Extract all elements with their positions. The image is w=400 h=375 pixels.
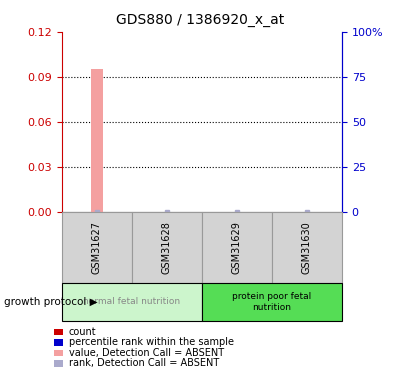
Text: growth protocol ▶: growth protocol ▶ — [4, 297, 98, 307]
Text: normal fetal nutrition: normal fetal nutrition — [84, 297, 180, 306]
Text: GSM31627: GSM31627 — [92, 221, 102, 274]
Text: GSM31630: GSM31630 — [302, 221, 312, 274]
Text: GSM31628: GSM31628 — [162, 221, 172, 274]
Text: protein poor fetal
nutrition: protein poor fetal nutrition — [232, 292, 312, 312]
Text: GDS880 / 1386920_x_at: GDS880 / 1386920_x_at — [116, 13, 284, 27]
Text: rank, Detection Call = ABSENT: rank, Detection Call = ABSENT — [69, 358, 219, 368]
Bar — [91, 69, 103, 212]
Text: GSM31629: GSM31629 — [232, 221, 242, 274]
Text: value, Detection Call = ABSENT: value, Detection Call = ABSENT — [69, 348, 224, 358]
Text: count: count — [69, 327, 96, 337]
Text: percentile rank within the sample: percentile rank within the sample — [69, 338, 234, 347]
